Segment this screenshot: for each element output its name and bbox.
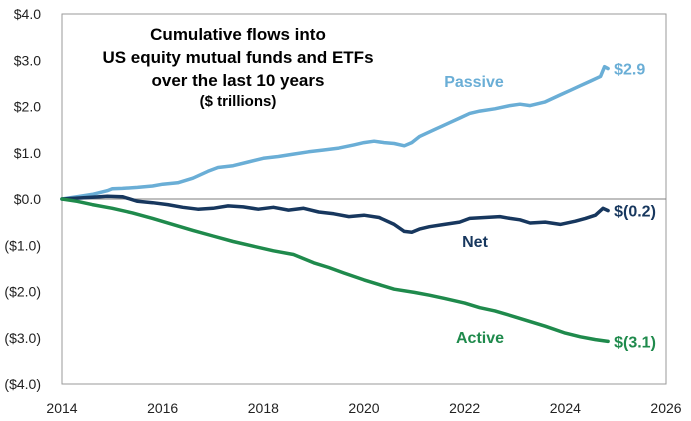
series-label-net: Net — [462, 234, 488, 251]
x-tick-label: 2022 — [449, 400, 480, 416]
chart-title-line: Cumulative flows into — [150, 25, 326, 44]
y-tick-label: $1.0 — [14, 145, 41, 161]
y-tick-label: ($3.0) — [4, 330, 41, 346]
y-tick-label: $0.0 — [14, 191, 41, 207]
series-line-active — [60, 197, 610, 344]
series-label-passive: Passive — [444, 74, 504, 91]
y-tick-label: ($4.0) — [4, 376, 41, 392]
end-value-label-net: $(0.2) — [614, 204, 656, 221]
y-tick-label: $3.0 — [14, 52, 41, 68]
x-tick-label: 2026 — [650, 400, 681, 416]
y-tick-label: ($1.0) — [4, 237, 41, 253]
y-tick-label: $2.0 — [14, 99, 41, 115]
y-tick-label: ($2.0) — [4, 284, 41, 300]
x-axis-tick-labels: 2014 2016 2018 2020 2022 2024 2026 — [46, 400, 681, 416]
series-line-net — [60, 194, 610, 235]
series-line-passive — [60, 64, 610, 201]
chart-title: Cumulative flows into US equity mutual fu… — [102, 25, 373, 110]
x-tick-label: 2020 — [348, 400, 379, 416]
chart-title-line: over the last 10 years — [152, 71, 325, 90]
series-lines — [60, 64, 610, 344]
end-value-label-active: $(3.1) — [614, 334, 656, 351]
y-axis-tick-labels: $4.0 $3.0 $2.0 $1.0 $0.0 ($1.0) ($2.0) ($3.0) ($… — [4, 6, 41, 392]
chart-subtitle: ($ trillions) — [200, 93, 277, 110]
x-tick-label: 2024 — [550, 400, 581, 416]
series-label-active: Active — [456, 330, 504, 347]
chart-title-line: US equity mutual funds and ETFs — [102, 48, 373, 67]
series-labels: Passive $2.9 Net $(0.2) Active $(3.1) — [444, 62, 656, 352]
x-tick-label: 2014 — [46, 400, 77, 416]
y-tick-label: $4.0 — [14, 6, 41, 22]
end-value-label-passive: $2.9 — [614, 62, 645, 79]
x-tick-label: 2018 — [248, 400, 279, 416]
x-tick-label: 2016 — [147, 400, 178, 416]
